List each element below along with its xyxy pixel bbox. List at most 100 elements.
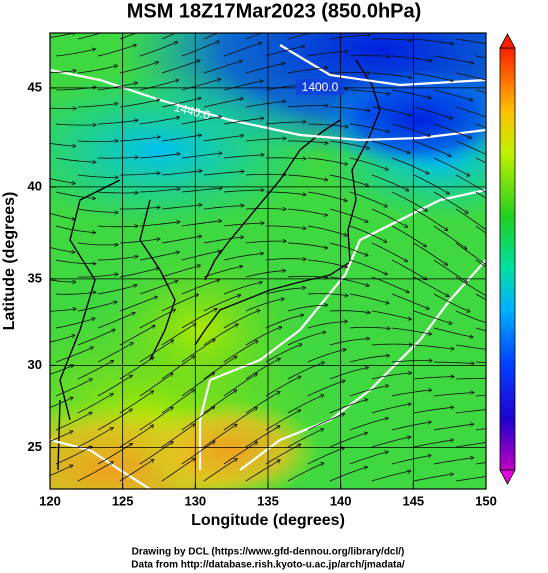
streamline	[119, 62, 158, 74]
streamline	[371, 404, 411, 414]
streamline	[475, 327, 486, 332]
streamline	[371, 174, 409, 191]
streamline	[245, 327, 282, 346]
streamline	[413, 276, 449, 297]
streamline	[245, 209, 286, 210]
streamline	[287, 242, 328, 248]
streamline	[119, 137, 160, 142]
streamline	[349, 452, 388, 465]
streamline	[181, 188, 222, 193]
streamline	[139, 117, 179, 125]
streamline	[203, 33, 219, 40]
streamline	[223, 282, 262, 295]
streamline	[203, 324, 238, 346]
streamline	[77, 462, 113, 482]
streamline	[413, 310, 452, 324]
streamline	[265, 122, 306, 125]
streamline	[265, 315, 304, 329]
colorbar-extend	[499, 33, 516, 49]
streamline	[77, 274, 118, 278]
streamline	[77, 428, 113, 448]
streamline	[287, 33, 313, 40]
colorbar-extend	[499, 469, 516, 485]
streamline	[55, 157, 96, 162]
streamline	[139, 407, 173, 431]
streamline	[433, 424, 474, 431]
streamline	[223, 374, 257, 397]
x-tick-label: 125	[112, 493, 134, 508]
streamline	[245, 426, 280, 448]
streamline	[307, 381, 345, 397]
streamline	[223, 43, 262, 57]
streamline	[139, 222, 180, 227]
streamline	[97, 192, 138, 193]
streamline	[97, 285, 137, 295]
streamline	[329, 339, 369, 346]
streamline	[223, 118, 264, 125]
streamline	[245, 241, 286, 244]
streamline	[55, 318, 95, 329]
streamline	[55, 292, 96, 295]
streamline	[50, 178, 75, 183]
streamline	[455, 476, 486, 482]
streamline	[245, 271, 285, 278]
contour-line	[198, 188, 486, 470]
streamline	[455, 208, 486, 232]
streamline	[287, 140, 328, 143]
streamline	[475, 293, 486, 301]
streamline	[181, 153, 222, 159]
streamline	[50, 398, 73, 408]
streamline	[55, 49, 95, 57]
y-tick-label: 30	[28, 357, 42, 372]
streamline	[329, 433, 367, 448]
streamline	[181, 340, 215, 363]
streamline	[223, 155, 264, 159]
streamline	[433, 157, 470, 176]
streamline	[475, 225, 486, 234]
streamline	[203, 459, 237, 482]
streamline	[371, 106, 411, 115]
streamline	[349, 327, 390, 328]
streamline	[50, 465, 73, 476]
streamline	[349, 293, 389, 303]
streamline	[161, 324, 196, 346]
streamline	[413, 208, 448, 231]
streamline	[475, 259, 486, 268]
streamline	[475, 89, 486, 94]
x-tick-label: 120	[39, 493, 61, 508]
streamline	[455, 174, 486, 193]
streamline	[349, 56, 390, 57]
x-tick-label: 135	[257, 493, 279, 508]
streamline	[119, 100, 159, 108]
streamline	[455, 442, 486, 448]
streamline	[413, 242, 447, 265]
streamline	[97, 256, 138, 261]
contour-label-bg	[296, 79, 344, 95]
streamline	[413, 140, 451, 156]
streamline	[203, 266, 243, 278]
streamline	[391, 422, 431, 431]
streamline	[203, 61, 242, 74]
x-tick-label: 150	[475, 493, 497, 508]
streamline	[287, 106, 328, 108]
y-tick-label: 40	[28, 178, 42, 193]
streamlines	[50, 33, 486, 482]
streamline	[50, 431, 73, 442]
streamline	[475, 191, 486, 199]
streamline	[139, 154, 180, 159]
x-tick-label: 145	[402, 493, 424, 508]
streamline	[119, 268, 159, 278]
streamline	[97, 120, 138, 125]
streamline	[139, 373, 173, 397]
streamline	[287, 463, 324, 482]
streamline	[475, 157, 486, 164]
streamline	[433, 259, 467, 282]
streamline	[223, 223, 264, 227]
streamline	[413, 407, 454, 414]
streamline	[475, 361, 486, 363]
streamline	[119, 297, 157, 312]
streamline	[287, 429, 324, 448]
streamline	[371, 373, 412, 380]
streamline	[349, 356, 389, 363]
streamline	[161, 356, 195, 380]
